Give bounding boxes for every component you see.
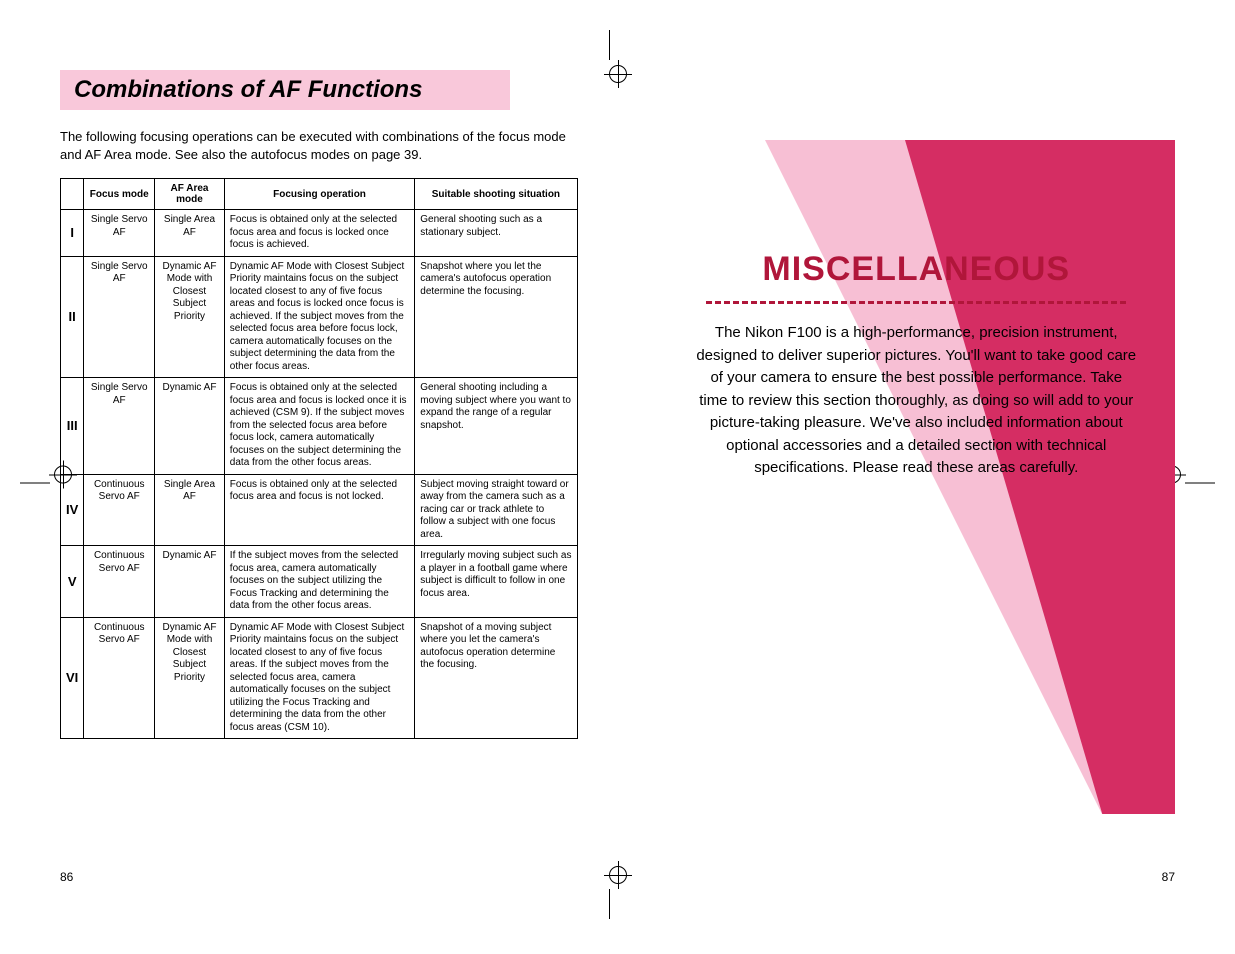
col-focusing-operation: Focusing operation — [224, 179, 414, 210]
table-row: IIISingle Servo AFDynamic AFFocus is obt… — [61, 378, 578, 475]
table-row: IVContinuous Servo AFSingle Area AFFocus… — [61, 474, 578, 546]
cell-operation: Focus is obtained only at the selected f… — [224, 378, 414, 475]
left-page: Combinations of AF Functions The followi… — [60, 70, 618, 884]
page-number-right: 87 — [1162, 870, 1175, 884]
cell-focus-mode: Continuous Servo AF — [84, 617, 155, 739]
cell-operation: Dynamic AF Mode with Closest Subject Pri… — [224, 617, 414, 739]
col-af-area-mode: AF Area mode — [155, 179, 225, 210]
af-table: Focus mode AF Area mode Focusing operati… — [60, 178, 578, 739]
right-page: MISCELLANEOUS The Nikon F100 is a high-p… — [618, 70, 1176, 884]
cell-situation: General shooting including a moving subj… — [415, 378, 577, 475]
cell-operation: Focus is obtained only at the selected f… — [224, 474, 414, 546]
cell-focus-mode: Single Servo AF — [84, 210, 155, 257]
cell-af-area-mode: Single Area AF — [155, 474, 225, 546]
cell-focus-mode: Single Servo AF — [84, 378, 155, 475]
table-row: ISingle Servo AFSingle Area AFFocus is o… — [61, 210, 578, 257]
cell-focus-mode: Continuous Servo AF — [84, 474, 155, 546]
row-num: VI — [61, 617, 84, 739]
table-row: VContinuous Servo AFDynamic AFIf the sub… — [61, 546, 578, 618]
cell-operation: If the subject moves from the selected f… — [224, 546, 414, 618]
misc-body: The Nikon F100 is a high-performance, pr… — [696, 322, 1136, 480]
misc-title: MISCELLANEOUS — [658, 250, 1176, 289]
page-number-left: 86 — [60, 870, 73, 884]
cell-af-area-mode: Dynamic AF Mode with Closest Subject Pri… — [155, 617, 225, 739]
cell-situation: General shooting such as a stationary su… — [415, 210, 577, 257]
cell-af-area-mode: Dynamic AF Mode with Closest Subject Pri… — [155, 256, 225, 378]
cell-situation: Snapshot of a moving subject where you l… — [415, 617, 577, 739]
cell-af-area-mode: Dynamic AF — [155, 378, 225, 475]
col-blank — [61, 179, 84, 210]
table-row: IISingle Servo AFDynamic AF Mode with Cl… — [61, 256, 578, 378]
col-focus-mode: Focus mode — [84, 179, 155, 210]
col-shooting-situation: Suitable shooting situation — [415, 179, 577, 210]
cell-af-area-mode: Single Area AF — [155, 210, 225, 257]
row-num: III — [61, 378, 84, 475]
cell-situation: Snapshot where you let the camera's auto… — [415, 256, 577, 378]
dashed-divider — [706, 301, 1126, 304]
cell-situation: Subject moving straight toward or away f… — [415, 474, 577, 546]
cell-af-area-mode: Dynamic AF — [155, 546, 225, 618]
cell-focus-mode: Single Servo AF — [84, 256, 155, 378]
row-num: I — [61, 210, 84, 257]
section-title-bar: Combinations of AF Functions — [60, 70, 510, 110]
cell-operation: Dynamic AF Mode with Closest Subject Pri… — [224, 256, 414, 378]
intro-text: The following focusing operations can be… — [60, 128, 578, 164]
cell-focus-mode: Continuous Servo AF — [84, 546, 155, 618]
row-num: II — [61, 256, 84, 378]
table-header-row: Focus mode AF Area mode Focusing operati… — [61, 179, 578, 210]
row-num: V — [61, 546, 84, 618]
cell-operation: Focus is obtained only at the selected f… — [224, 210, 414, 257]
cell-situation: Irregularly moving subject such as a pla… — [415, 546, 577, 618]
section-title: Combinations of AF Functions — [74, 76, 496, 104]
table-row: VIContinuous Servo AFDynamic AF Mode wit… — [61, 617, 578, 739]
row-num: IV — [61, 474, 84, 546]
